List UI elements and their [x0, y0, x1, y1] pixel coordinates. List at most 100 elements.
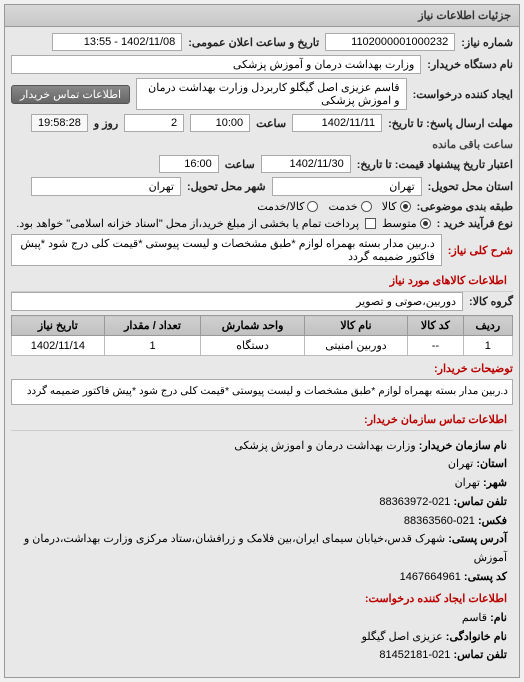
label-time-2: ساعت: [225, 158, 255, 171]
contact-buyer-button[interactable]: اطلاعات تماس خریدار: [11, 85, 130, 104]
label-goods-group: گروه کالا:: [469, 295, 513, 308]
radio-icon: [400, 201, 411, 212]
details-panel: جزئیات اطلاعات نیاز شماره نیاز: 11020000…: [4, 4, 520, 678]
field-pub-datetime: 1402/11/08 - 13:55: [52, 33, 182, 51]
th-name: نام کالا: [304, 316, 407, 336]
field-quote-date: 1402/11/30: [261, 155, 351, 173]
radio-icon: [307, 201, 318, 212]
label-time-1: ساعت: [256, 117, 286, 130]
radio-group-pkg: کالا خدمت کالا/خدمت: [257, 200, 410, 213]
label-fname: نام:: [490, 612, 507, 624]
value-fax: 021-88363560: [404, 515, 475, 527]
contact-line: آدرس پستی: شهرک قدس،خیابان سیمای ایران،ب…: [17, 530, 507, 567]
radio-item-medium[interactable]: متوسط: [382, 217, 431, 230]
value-lname: عزیزی اصل گیگلو: [362, 631, 443, 643]
field-delivery-city: تهران: [31, 177, 181, 196]
radio-item-service[interactable]: خدمت: [328, 200, 371, 213]
row-notes: توضیحات خریدار:: [11, 362, 513, 375]
label-phone: تلفن تماس:: [453, 496, 507, 508]
th-unit: واحد شمارش: [201, 316, 305, 336]
radio-label: کالا/خدمت: [257, 200, 304, 213]
field-goods-group: دوربین،صوتی و تصویر: [11, 292, 463, 311]
row-buy-type: نوع فرآیند خرید : متوسط پرداخت تمام یا ب…: [11, 217, 513, 230]
field-delivery-province: تهران: [272, 177, 422, 196]
row-req-no: شماره نیاز: 1102000001000232 تاریخ و ساع…: [11, 33, 513, 51]
field-req-no: 1102000001000232: [325, 33, 455, 51]
label-requester: ایجاد کننده درخواست:: [413, 88, 513, 101]
radio-item-goods-service[interactable]: کالا/خدمت: [257, 200, 318, 213]
goods-table: ردیف کد کالا نام کالا واحد شمارش تعداد /…: [11, 315, 513, 356]
radio-icon: [361, 201, 372, 212]
label-pub-datetime: تاریخ و ساعت اعلان عمومی:: [188, 36, 319, 49]
contact-line: فکس: 021-88363560: [17, 512, 507, 531]
value-city: تهران: [455, 477, 480, 489]
checkbox-treasury[interactable]: [365, 218, 376, 229]
radio-icon: [420, 218, 431, 229]
field-quote-time: 16:00: [159, 155, 219, 173]
value-province: تهران: [448, 458, 473, 470]
panel-title: جزئیات اطلاعات نیاز: [418, 10, 511, 22]
pay-note: پرداخت تمام یا بخشی از مبلغ خرید،از محل …: [16, 217, 359, 230]
label-lname: نام خانوادگی:: [446, 631, 507, 643]
th-qty: تعداد / مقدار: [104, 316, 201, 336]
td-unit: دستگاه: [201, 336, 305, 356]
section-req-creator: اطلاعات ایجاد کننده درخواست:: [17, 590, 507, 609]
td-row: 1: [463, 336, 512, 356]
value-org-name: وزارت بهداشت درمان و اموزش پزشکی: [234, 440, 415, 452]
contact-line: نام سازمان خریدار: وزارت بهداشت درمان و …: [17, 437, 507, 456]
label-org-name: نام سازمان خریدار:: [419, 440, 507, 452]
row-response-deadline: مهلت ارسال پاسخ: تا تاریخ: 1402/11/11 سا…: [11, 114, 513, 151]
label-quote-validity: اعتبار تاریخ پیشنهاد قیمت: تا تاریخ:: [357, 158, 513, 171]
field-notes: د.ربین مدار بسته بهمراه لوازم *طبق مشخصا…: [11, 379, 513, 405]
row-delivery: استان محل تحویل: تهران شهر محل تحویل: ته…: [11, 177, 513, 196]
label-delivery-province: استان محل تحویل:: [428, 180, 513, 193]
contact-line: شهر: تهران: [17, 474, 507, 493]
row-quote-validity: اعتبار تاریخ پیشنهاد قیمت: تا تاریخ: 140…: [11, 155, 513, 173]
value-postal-code: 1467664961: [400, 571, 461, 583]
label-buy-type: نوع فرآیند خرید :: [437, 217, 513, 230]
label-city: شهر:: [483, 477, 507, 489]
value-postal-addr: شهرک قدس،خیابان سیمای ایران،بین فلامک و …: [24, 533, 507, 564]
row-buyer-org: نام دستگاه خریدار: وزارت بهداشت درمان و …: [11, 55, 513, 74]
contact-line: نام: قاسم: [17, 609, 507, 628]
td-qty: 1: [104, 336, 201, 356]
row-packaging: طبقه بندی موضوعی: کالا خدمت کالا/خدمت: [11, 200, 513, 213]
field-resp-date: 1402/11/11: [292, 114, 382, 132]
value-tel: 021-81452181: [379, 649, 450, 661]
td-code: --: [408, 336, 464, 356]
field-resp-time: 10:00: [190, 114, 250, 132]
radio-item-goods[interactable]: کالا: [382, 200, 411, 213]
label-remaining: ساعت باقی مانده: [432, 138, 513, 151]
section-goods-title: اطلاعات کالاهای مورد نیاز: [11, 270, 513, 292]
field-need-desc: د.ربین مدار بسته بهمراه لوازم *طبق مشخصا…: [11, 234, 442, 266]
label-tel: تلفن تماس:: [453, 649, 507, 661]
countdown-timer: 19:58:28: [31, 114, 88, 132]
table-header-row: ردیف کد کالا نام کالا واحد شمارش تعداد /…: [12, 316, 513, 336]
label-fax: فکس:: [478, 515, 507, 527]
row-need-desc: شرح کلی نیاز: د.ربین مدار بسته بهمراه لو…: [11, 234, 513, 266]
th-date: تاریخ نیاز: [12, 316, 105, 336]
contact-line: نام خانوادگی: عزیزی اصل گیگلو: [17, 628, 507, 647]
label-need-desc: شرح کلی نیاز:: [448, 244, 513, 257]
value-phone: 021-88363972: [379, 496, 450, 508]
contact-block: نام سازمان خریدار: وزارت بهداشت درمان و …: [11, 431, 513, 671]
radio-label: متوسط: [382, 217, 417, 230]
label-day: روز و: [94, 117, 118, 130]
td-name: دوربین امنیتی: [304, 336, 407, 356]
radio-label: خدمت: [328, 200, 357, 213]
contact-line: تلفن تماس: 021-88363972: [17, 493, 507, 512]
td-date: 1402/11/14: [12, 336, 105, 356]
section-contact-title: اطلاعات تماس سازمان خریدار:: [11, 409, 513, 431]
label-postal-code: کد پستی:: [464, 571, 507, 583]
value-fname: قاسم: [462, 612, 487, 624]
field-buyer-org: وزارت بهداشت درمان و آموزش پزشکی: [11, 55, 421, 74]
field-remain-days: 2: [124, 114, 184, 132]
label-notes: توضیحات خریدار:: [434, 362, 513, 375]
panel-header: جزئیات اطلاعات نیاز: [5, 5, 519, 27]
contact-line: کد پستی: 1467664961: [17, 568, 507, 587]
label-postal-addr: آدرس پستی:: [448, 533, 507, 545]
label-buyer-org: نام دستگاه خریدار:: [427, 58, 513, 71]
label-delivery-city: شهر محل تحویل:: [187, 180, 266, 193]
radio-label: کالا: [382, 200, 397, 213]
field-requester: قاسم عزیزی اصل گیگلو کاربردل وزارت بهداش…: [136, 78, 407, 110]
